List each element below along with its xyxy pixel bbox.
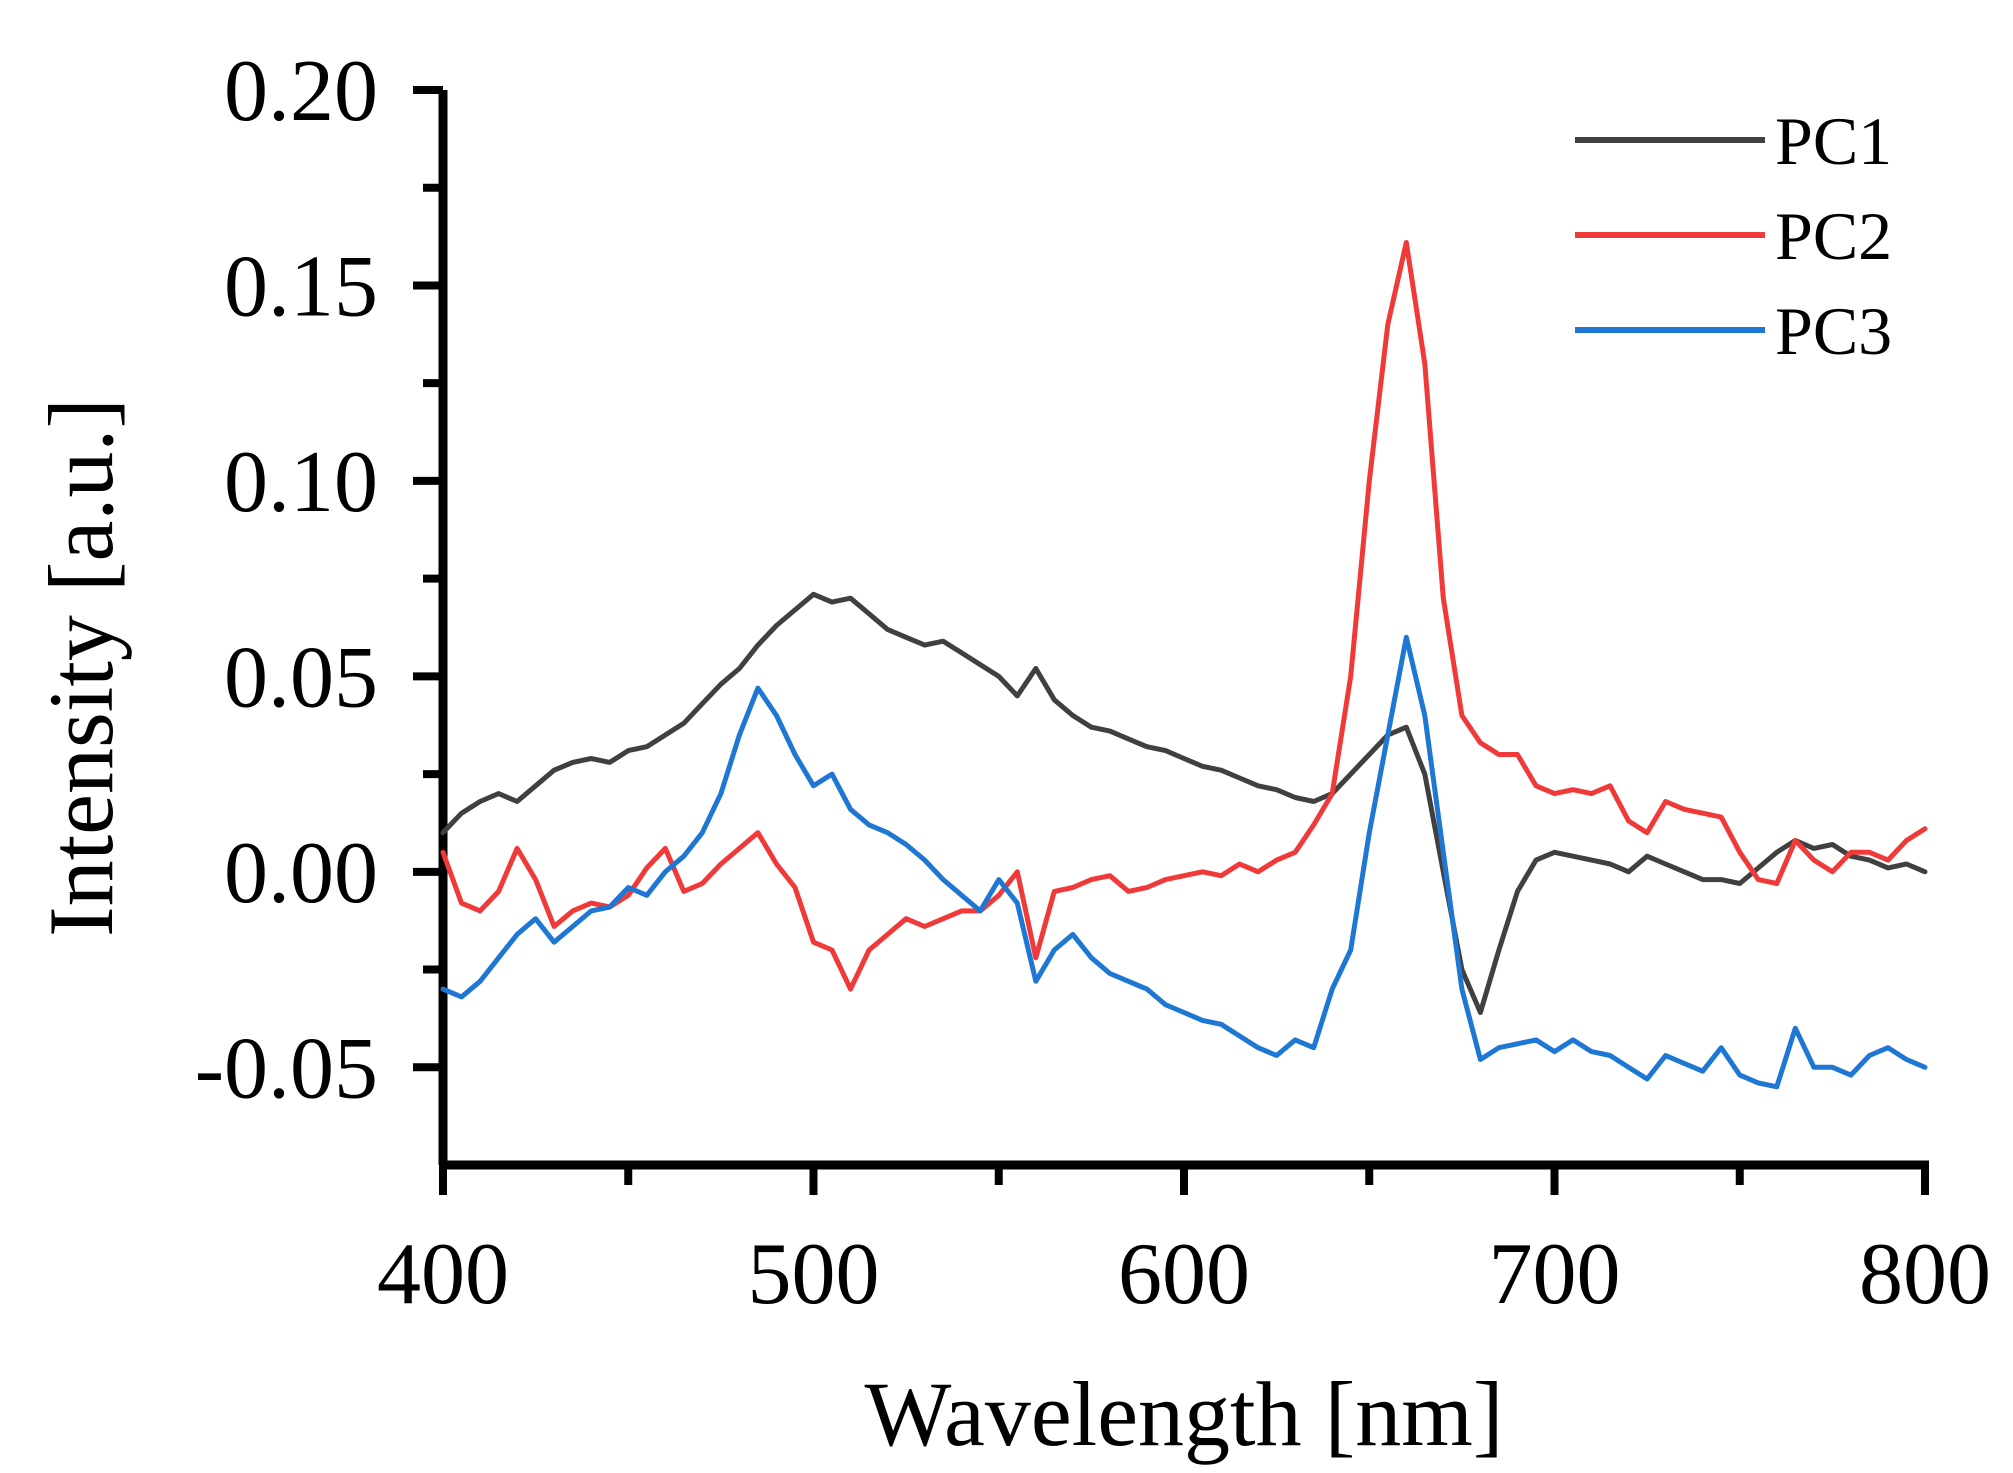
x-tick-label: 700: [1489, 1226, 1621, 1323]
legend: PC1 PC2 PC3: [1575, 103, 1892, 369]
series-line-pc3: [440, 634, 1928, 1090]
x-tick-label: 500: [748, 1226, 880, 1323]
y-tick-label: 0.05: [224, 629, 378, 726]
y-axis-title: Intensity [a.u.]: [30, 398, 132, 937]
series-line-pc1: [440, 591, 1928, 1015]
y-tick-label: 0.00: [224, 825, 378, 922]
legend-label-pc2: PC2: [1775, 198, 1892, 274]
x-tick-label: 400: [377, 1226, 509, 1323]
x-axis-title: Wavelength [nm]: [865, 1363, 1504, 1465]
y-tick-label: 0.15: [224, 238, 378, 335]
y-tick-label: -0.05: [195, 1020, 378, 1117]
series-line-pc2: [440, 240, 1928, 992]
legend-label-pc1: PC1: [1775, 103, 1892, 179]
x-tick-label: 600: [1118, 1226, 1250, 1323]
y-tick-label: 0.10: [224, 434, 378, 531]
legend-label-pc3: PC3: [1775, 293, 1892, 369]
y-tick-label: 0.20: [224, 43, 378, 140]
x-tick-label: 800: [1859, 1226, 1991, 1323]
axes: -0.05 0.00 0.05 0.10 0.15 0.20 400 500 600 700 800: [195, 43, 1991, 1323]
series-lines: [440, 240, 1928, 1090]
